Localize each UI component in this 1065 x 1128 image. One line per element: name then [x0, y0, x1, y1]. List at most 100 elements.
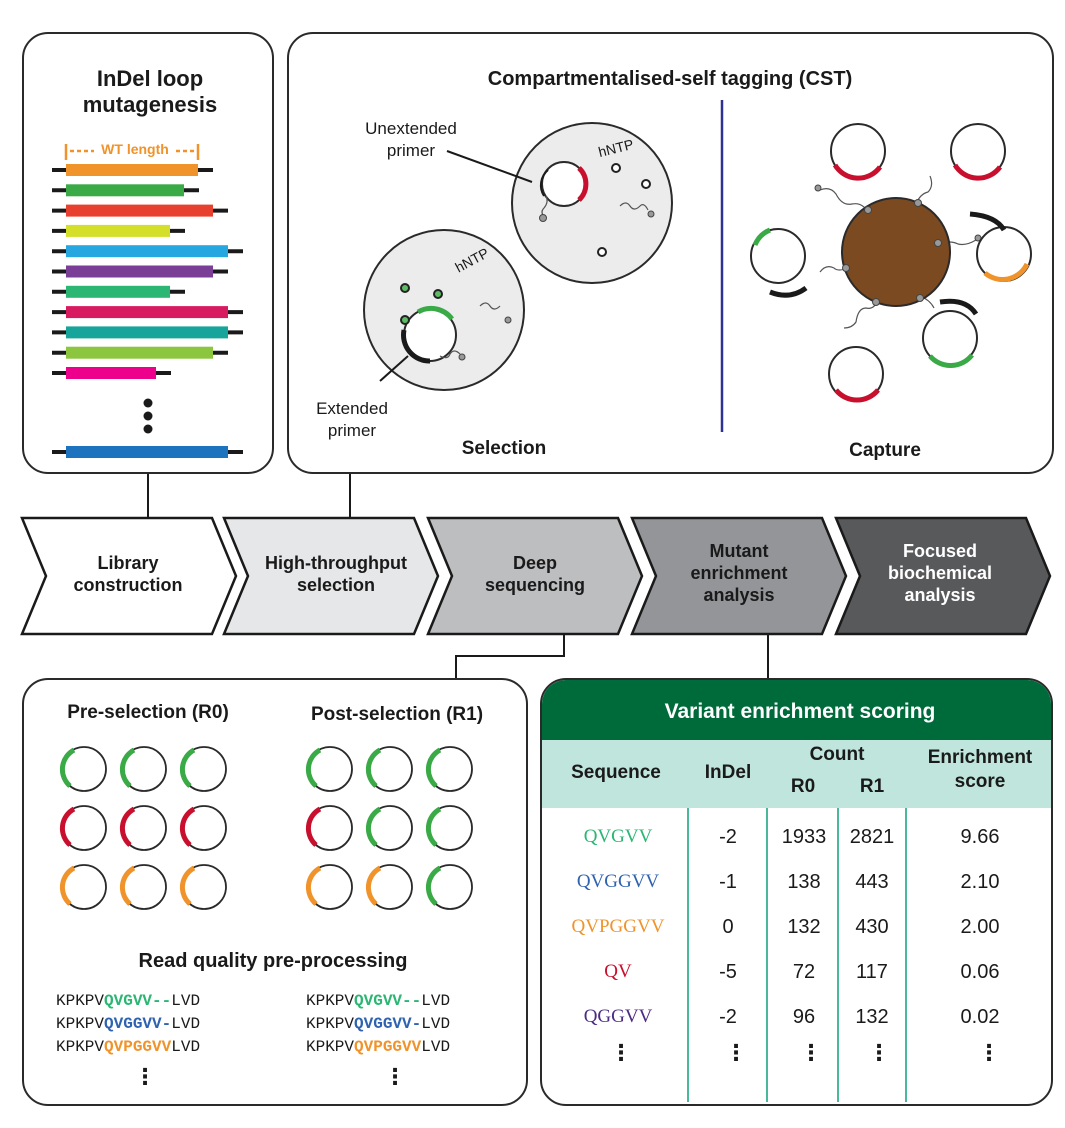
cell-sequence: QVPGGVV [571, 916, 665, 937]
header-sequence: Sequence [571, 762, 661, 783]
read-insert [365, 747, 382, 788]
read-insert [59, 865, 76, 906]
reads-left-ellipsis: ⋮ [134, 1064, 156, 1089]
cell-r0: 72 [792, 961, 816, 983]
library-bar [66, 306, 228, 319]
read-sequence: KPKPVQVGGVV-LVD [56, 1015, 201, 1033]
pipeline-chevrons [20, 516, 1052, 636]
post-selection-title: Post-selection (R1) [310, 704, 484, 725]
header-r1: R1 [859, 776, 885, 797]
cell-r0: 138 [787, 871, 821, 893]
read-insert [119, 747, 136, 788]
read-insert [305, 806, 322, 847]
pipeline-step-arrow [20, 516, 238, 636]
read-insert [59, 806, 76, 847]
cell-indel: -1 [719, 871, 737, 893]
reads-right-ellipsis: ⋮ [384, 1064, 406, 1089]
captured-plasmids [750, 123, 1032, 402]
header-count: Count [809, 744, 865, 765]
read-circles [59, 746, 473, 910]
cell-indel: 0 [722, 916, 734, 938]
cell-score: 9.66 [960, 826, 1000, 848]
library-bar [66, 245, 228, 258]
library-bar [66, 367, 156, 379]
cell-sequence: QV [604, 961, 632, 982]
pipeline-step-arrow [834, 516, 1052, 636]
library-bar [66, 164, 198, 176]
library-bar [66, 346, 213, 359]
read-sequence: KPKPVQVPGGVVLVD [56, 1038, 201, 1056]
cst-panel-title: Compartmentalised-self tagging (CST) [487, 68, 853, 90]
library-ellipsis-dots [143, 398, 153, 434]
connector-sequencing [455, 634, 565, 678]
cell-score: 2.10 [960, 871, 1000, 893]
unextended-primer-label: Unextended primer [365, 119, 457, 160]
cell-indel: -2 [719, 826, 737, 848]
read-insert [59, 747, 76, 788]
cell-sequence: QVGVV [583, 826, 653, 847]
read-insert [119, 806, 136, 847]
step-high-throughput-selection: High-throughput selection [265, 553, 407, 595]
cell-indel: -5 [719, 961, 737, 983]
library-bar [66, 184, 184, 197]
cell-r0: 1933 [781, 826, 827, 848]
cell-r1: 430 [855, 916, 889, 938]
read-insert [425, 747, 442, 788]
cell-r1: 443 [855, 871, 889, 893]
step-deep-sequencing: Deep sequencing [484, 553, 586, 595]
read-quality-title: Read quality pre-processing [138, 950, 408, 972]
read-insert [179, 806, 196, 847]
cell-r0: 132 [787, 916, 821, 938]
header-indel: InDel [704, 762, 752, 783]
unextended-primer-pointer [446, 150, 533, 183]
table-header-bg [542, 740, 1051, 808]
cell-indel: -2 [719, 1006, 737, 1028]
read-insert [305, 865, 322, 906]
pipeline-step-arrow [426, 516, 644, 636]
cell-score: 2.00 [960, 916, 1000, 938]
cell-r0: 96 [792, 1006, 816, 1028]
read-sequence: KPKPVQVGGVV-LVD [306, 1015, 451, 1033]
cell-r1: 132 [855, 1006, 889, 1028]
header-enrichment: Enrichment score [927, 747, 1033, 792]
reads-panel [22, 678, 528, 1106]
library-bar [66, 446, 228, 458]
library-bar [66, 326, 228, 339]
selection-label: Selection [461, 438, 547, 459]
droplet-extended [363, 229, 525, 391]
library-bar [66, 224, 170, 237]
cell-sequence: QGGVV [583, 1006, 653, 1027]
header-r0: R0 [790, 776, 816, 797]
read-insert [119, 865, 136, 906]
capture-bead-group [814, 175, 982, 329]
pre-selection-title: Pre-selection (R0) [67, 702, 229, 723]
read-insert [179, 747, 196, 788]
library-bar [66, 204, 213, 217]
read-insert [365, 806, 382, 847]
cell-r1: 2821 [849, 826, 895, 848]
cell-score: 0.06 [960, 961, 1000, 983]
read-sequence: KPKPVQVGVV--LVD [56, 992, 201, 1010]
step-mutant-enrichment-analysis: Mutant enrichment analysis [690, 541, 788, 605]
extended-primer-label: Extended primer [316, 399, 388, 440]
cst-panel [287, 32, 1054, 474]
cell-sequence: QVGGVV [576, 871, 660, 892]
library-bar [66, 265, 213, 278]
pipeline-step-arrow [630, 516, 848, 636]
enrichment-table-panel [540, 678, 1053, 1106]
extended-primer-pointer [379, 355, 409, 382]
table-title-bar [542, 680, 1051, 740]
pipeline-step-arrow [222, 516, 440, 636]
step-library-construction: Library construction [73, 553, 183, 595]
captured-inserts [752, 163, 1030, 403]
read-insert [365, 865, 382, 906]
indel-panel-title: InDel loop mutagenesis [82, 66, 218, 117]
droplet-unextended [511, 122, 673, 284]
wt-length-bracket [64, 144, 200, 160]
library-bars [52, 164, 243, 458]
table-title: Variant enrichment scoring [664, 700, 936, 723]
cell-r1: 117 [856, 961, 888, 983]
capture-label: Capture [849, 440, 921, 461]
read-insert [305, 747, 322, 788]
